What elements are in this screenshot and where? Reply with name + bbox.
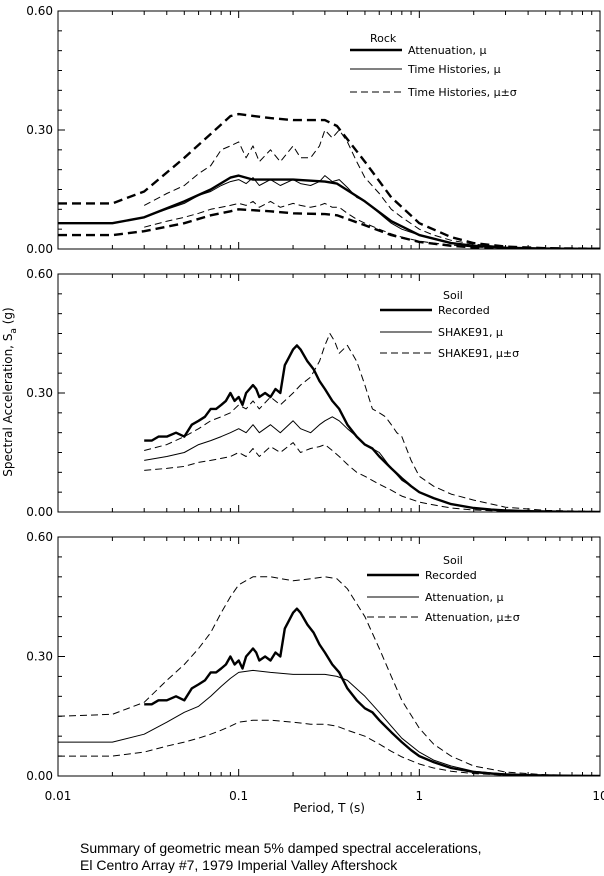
figure-caption: Summary of geometric mean 5% damped spec… (80, 840, 580, 874)
series-line-4 (144, 175, 506, 249)
series-line-3 (58, 576, 600, 776)
series-line-3 (144, 333, 600, 512)
y-tick-label: 0.60 (26, 267, 53, 281)
x-tick-label: 10 (592, 789, 604, 803)
series-line-1 (144, 344, 600, 512)
legend-entry-label: Attenuation, μ (408, 44, 486, 57)
series-line-2 (58, 112, 600, 249)
series-line-6 (144, 200, 506, 249)
series-line-2 (58, 669, 600, 776)
y-tick-label: 0.30 (26, 123, 53, 137)
series-line-3 (58, 208, 600, 249)
x-tick-label: 0.01 (45, 789, 72, 803)
x-axis-title: Period, T (s) (293, 801, 365, 815)
legend-entry-label: Time Histories, μ±σ (407, 86, 517, 99)
series-line-4 (58, 719, 600, 776)
legend-entry-label: Time Histories, μ (407, 63, 501, 76)
legend-heading: Soil (443, 554, 463, 567)
legend-entry-label: Attenuation, μ±σ (425, 611, 520, 624)
x-tick-label: 1 (416, 789, 424, 803)
series-line-2 (144, 416, 600, 512)
chart-panel-2: 0.00 0.30 0.60 Soil Recorded SHAKE91, μ SHAKE9… (26, 267, 601, 519)
legend-heading: Soil (443, 289, 463, 302)
y-axis-title: Spectral Acceleration, Sa (g) (1, 307, 19, 476)
legend: Rock Attenuation, μ Time Histories, μ Time … (350, 32, 517, 99)
legend: Soil Recorded SHAKE91, μ SHAKE91, μ±σ (380, 289, 519, 360)
x-tick-label: 0.1 (229, 789, 248, 803)
y-tick-label: 0.60 (26, 530, 53, 544)
series-line-1 (58, 174, 600, 249)
legend-entry-label: SHAKE91, μ (438, 326, 503, 339)
legend-entry-label: SHAKE91, μ±σ (438, 347, 519, 360)
y-tick-label: 0.00 (26, 769, 53, 783)
series-line-4 (144, 442, 600, 512)
plot-frame (57, 536, 601, 777)
chart-panel-1: 0.00 0.30 0.60 Rock Attenuation, μ Time Histo… (26, 4, 601, 256)
y-tick-label: 0.30 (26, 386, 53, 400)
legend-entry-label: Recorded (425, 569, 477, 582)
legend-entry-label: Recorded (438, 304, 490, 317)
y-tick-label: 0.00 (26, 242, 53, 256)
caption-line-1: Summary of geometric mean 5% damped spec… (80, 840, 482, 856)
legend-heading: Rock (370, 32, 397, 45)
legend: Soil Recorded Attenuation, μ Attenuation, μ… (367, 554, 520, 624)
chart-panels: 0.00 0.30 0.60 Rock Attenuation, μ Time Histo… (26, 4, 604, 803)
legend-entry-label: Attenuation, μ (425, 591, 503, 604)
plot-frame (57, 273, 601, 513)
y-tick-label: 0.00 (26, 505, 53, 519)
series-line-1 (144, 607, 600, 776)
series-line-5 (143, 129, 506, 248)
y-tick-label: 0.60 (26, 4, 53, 18)
chart-panel-3: 0.00 0.30 0.60 0.01 0.1 1 10 Soil Recorded Attenu… (26, 530, 604, 803)
caption-line-2: El Centro Array #7, 1979 Imperial Valley… (80, 857, 398, 873)
plot-frame (57, 10, 601, 250)
y-tick-label: 0.30 (26, 650, 53, 664)
